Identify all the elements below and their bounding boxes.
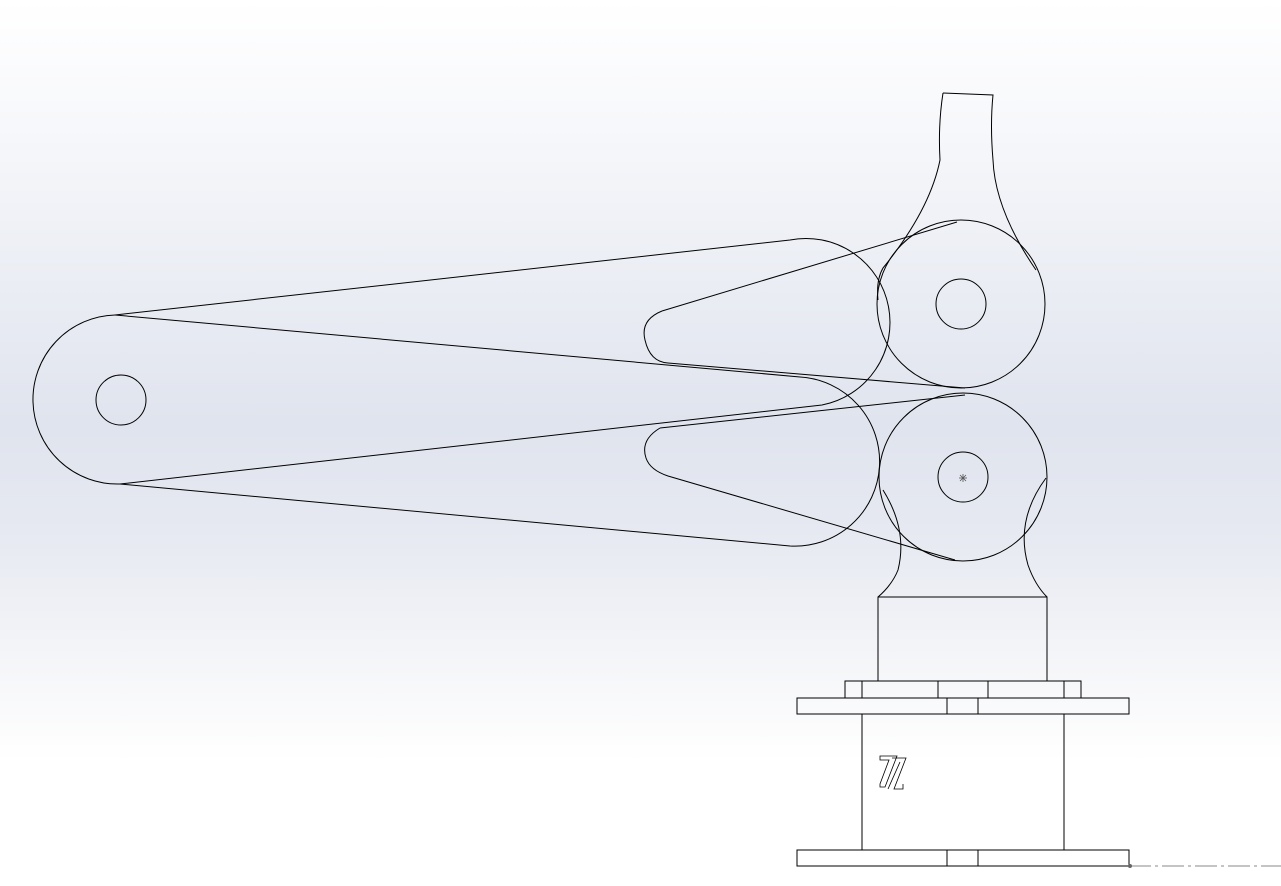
base-bottom-plate[interactable] — [796, 849, 1130, 867]
lower-short-link[interactable] — [644, 394, 966, 561]
upper-yoke-pin-hole — [935, 278, 987, 330]
lower-yoke[interactable] — [877, 392, 1048, 598]
base-housing[interactable] — [861, 713, 1065, 851]
flange[interactable] — [844, 680, 1082, 699]
base-top-plate[interactable] — [796, 697, 1130, 715]
center-mark-icon — [959, 474, 967, 482]
axis-origin-dot — [1128, 864, 1132, 868]
upper-yoke[interactable] — [876, 219, 1046, 389]
column[interactable] — [877, 596, 1048, 682]
upper-link[interactable] — [32, 237, 891, 485]
top-post[interactable] — [877, 92, 1037, 301]
triad-logo-icon — [879, 755, 907, 790]
lower-link[interactable] — [119, 376, 881, 547]
upper-link-pin-hole — [95, 374, 147, 426]
upper-short-link[interactable] — [643, 221, 966, 389]
lower-yoke-pin-hole — [937, 451, 989, 503]
